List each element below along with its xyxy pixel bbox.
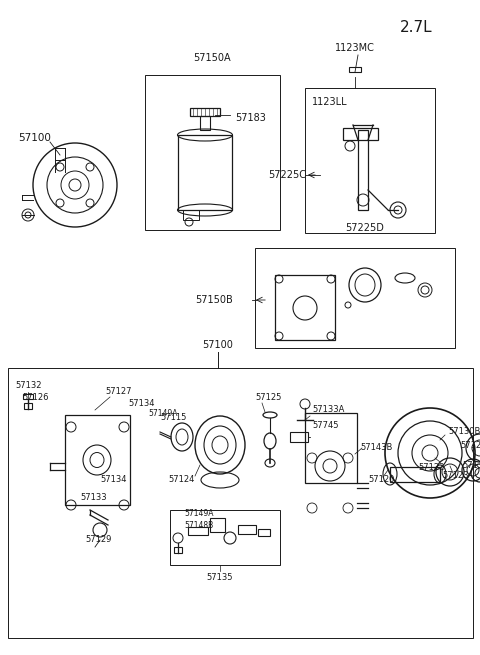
Text: 57127: 57127 <box>105 388 132 396</box>
Bar <box>305 88 435 233</box>
Text: 57132: 57132 <box>15 381 41 390</box>
Text: 57225D: 57225D <box>345 223 384 233</box>
Bar <box>8 368 473 638</box>
Text: 57122: 57122 <box>418 464 444 472</box>
Text: 57130B: 57130B <box>448 428 480 436</box>
Text: 57100: 57100 <box>203 340 233 350</box>
Bar <box>183 210 199 220</box>
Bar <box>65 415 130 505</box>
Bar <box>275 275 335 340</box>
Text: 57149A: 57149A <box>148 409 178 417</box>
Text: 57100: 57100 <box>18 133 51 143</box>
Text: 57134: 57134 <box>128 398 155 407</box>
Text: 57131: 57131 <box>462 462 480 470</box>
Text: 1123LL: 1123LL <box>312 97 348 107</box>
Bar <box>238 525 256 534</box>
Text: 57126: 57126 <box>22 394 48 403</box>
Text: 57125: 57125 <box>255 394 281 403</box>
Bar <box>390 467 440 482</box>
Bar <box>255 248 455 348</box>
Text: 57148B: 57148B <box>184 521 213 529</box>
Text: 57124: 57124 <box>168 476 194 485</box>
Bar <box>305 413 357 483</box>
Text: 57134: 57134 <box>100 476 127 485</box>
Text: 57183: 57183 <box>235 113 266 123</box>
Text: 57133A: 57133A <box>312 405 344 415</box>
Text: 57123: 57123 <box>442 472 468 481</box>
Bar <box>343 128 378 140</box>
Bar <box>174 547 182 553</box>
Bar <box>290 432 308 442</box>
Text: 57149A: 57149A <box>184 510 214 519</box>
Bar <box>23 394 33 399</box>
Bar <box>190 108 220 116</box>
Text: 57129: 57129 <box>85 536 111 544</box>
Bar <box>145 75 280 230</box>
Text: 57133: 57133 <box>80 493 107 502</box>
Bar <box>178 135 232 210</box>
Text: 57128: 57128 <box>460 441 480 451</box>
Text: 1123MC: 1123MC <box>335 43 375 53</box>
Text: 57150B: 57150B <box>195 295 233 305</box>
Text: 57135: 57135 <box>207 574 233 582</box>
Text: 57150A: 57150A <box>193 53 231 63</box>
Bar <box>170 510 280 565</box>
Bar <box>200 116 210 130</box>
Bar <box>188 527 208 535</box>
Bar <box>349 67 361 72</box>
Text: 57143B: 57143B <box>360 443 392 451</box>
Bar <box>258 529 270 536</box>
Text: 2.7L: 2.7L <box>400 20 432 35</box>
Bar <box>24 403 32 409</box>
Text: 57225C: 57225C <box>268 170 306 180</box>
Text: 57120: 57120 <box>368 476 395 485</box>
Text: 57115: 57115 <box>160 413 186 422</box>
Text: 57745: 57745 <box>312 421 338 430</box>
Bar <box>358 130 368 210</box>
Bar <box>210 518 225 532</box>
